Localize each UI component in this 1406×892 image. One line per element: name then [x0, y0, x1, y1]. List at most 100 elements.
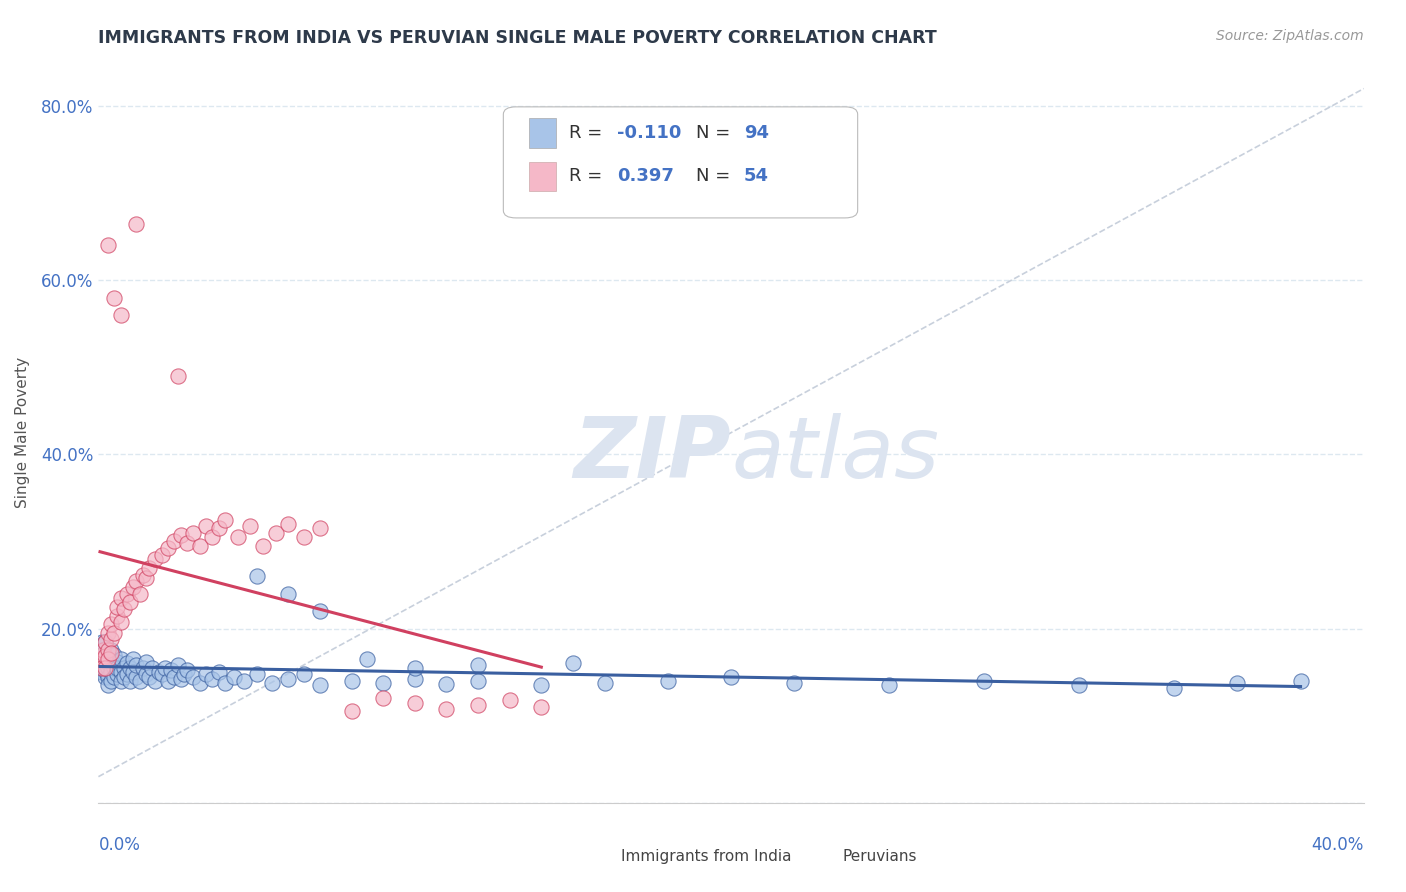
Point [404, 696, 426, 710]
Point [132, 661, 155, 675]
Point [530, 700, 553, 714]
Point [157, 541, 180, 556]
Point [163, 534, 186, 549]
Point [214, 513, 236, 527]
Point [120, 595, 141, 609]
Point [530, 678, 553, 692]
Point [112, 602, 135, 616]
FancyBboxPatch shape [529, 119, 557, 148]
Point [107, 608, 129, 623]
Point [93, 648, 117, 662]
Point [125, 669, 148, 683]
Point [128, 587, 150, 601]
Text: atlas: atlas [731, 413, 939, 496]
Point [103, 626, 125, 640]
Point [340, 673, 363, 688]
Point [252, 539, 274, 553]
Point [309, 521, 332, 535]
Point [201, 530, 224, 544]
Point [498, 693, 520, 707]
Point [467, 658, 489, 673]
Point [877, 678, 900, 692]
Point [97, 652, 120, 666]
Point [112, 661, 135, 675]
Point [112, 669, 135, 683]
Point [91, 643, 114, 657]
Point [97, 238, 120, 252]
Point [150, 548, 173, 562]
Point [148, 665, 170, 680]
Point [90, 648, 112, 662]
Point [246, 569, 269, 583]
Point [97, 678, 120, 692]
Point [277, 517, 299, 532]
Text: Peruvians: Peruvians [842, 849, 917, 864]
Point [292, 530, 315, 544]
Point [107, 599, 129, 614]
Point [100, 643, 122, 657]
Point [135, 666, 157, 681]
Point [239, 518, 262, 533]
Point [125, 574, 148, 588]
Point [224, 669, 246, 683]
Point [120, 661, 141, 675]
Point [100, 632, 122, 646]
Point [145, 552, 166, 566]
Point [150, 666, 173, 681]
Point [262, 675, 284, 690]
Text: ZIP: ZIP [574, 413, 731, 496]
Point [166, 369, 188, 384]
Point [107, 655, 129, 669]
Point [128, 673, 150, 688]
Point [169, 527, 191, 541]
Point [166, 658, 188, 673]
Point [194, 518, 218, 533]
Point [122, 665, 145, 680]
Point [97, 661, 120, 675]
Text: N =: N = [696, 168, 735, 186]
Point [100, 646, 122, 660]
Point [188, 675, 211, 690]
FancyBboxPatch shape [801, 848, 832, 867]
Point [356, 652, 378, 666]
Point [93, 634, 117, 648]
Text: IMMIGRANTS FROM INDIA VS PERUVIAN SINGLE MALE POVERTY CORRELATION CHART: IMMIGRANTS FROM INDIA VS PERUVIAN SINGLE… [98, 29, 938, 47]
FancyBboxPatch shape [503, 107, 858, 218]
Point [720, 669, 742, 683]
Point [96, 665, 118, 680]
Point [1226, 675, 1249, 690]
Point [233, 673, 256, 688]
Point [371, 675, 394, 690]
Point [110, 652, 132, 666]
Point [97, 648, 120, 662]
Point [194, 666, 218, 681]
Point [125, 217, 148, 231]
Point [100, 673, 122, 688]
Point [292, 666, 315, 681]
Point [110, 665, 132, 680]
Point [115, 657, 138, 671]
Point [183, 525, 205, 540]
Point [103, 657, 125, 671]
Point [122, 652, 145, 666]
Point [97, 669, 120, 683]
Point [89, 643, 111, 657]
FancyBboxPatch shape [529, 161, 557, 191]
Point [176, 536, 198, 550]
Point [404, 672, 426, 686]
Point [783, 675, 806, 690]
Point [91, 661, 114, 675]
Point [96, 652, 118, 666]
Point [103, 648, 125, 662]
Point [404, 661, 426, 675]
Point [90, 652, 112, 666]
Point [1067, 678, 1090, 692]
Point [467, 673, 489, 688]
Point [110, 615, 132, 629]
Point [107, 666, 129, 681]
Point [371, 691, 394, 706]
Point [1289, 673, 1312, 688]
Point [93, 657, 117, 671]
Point [163, 669, 186, 683]
Point [183, 669, 205, 683]
